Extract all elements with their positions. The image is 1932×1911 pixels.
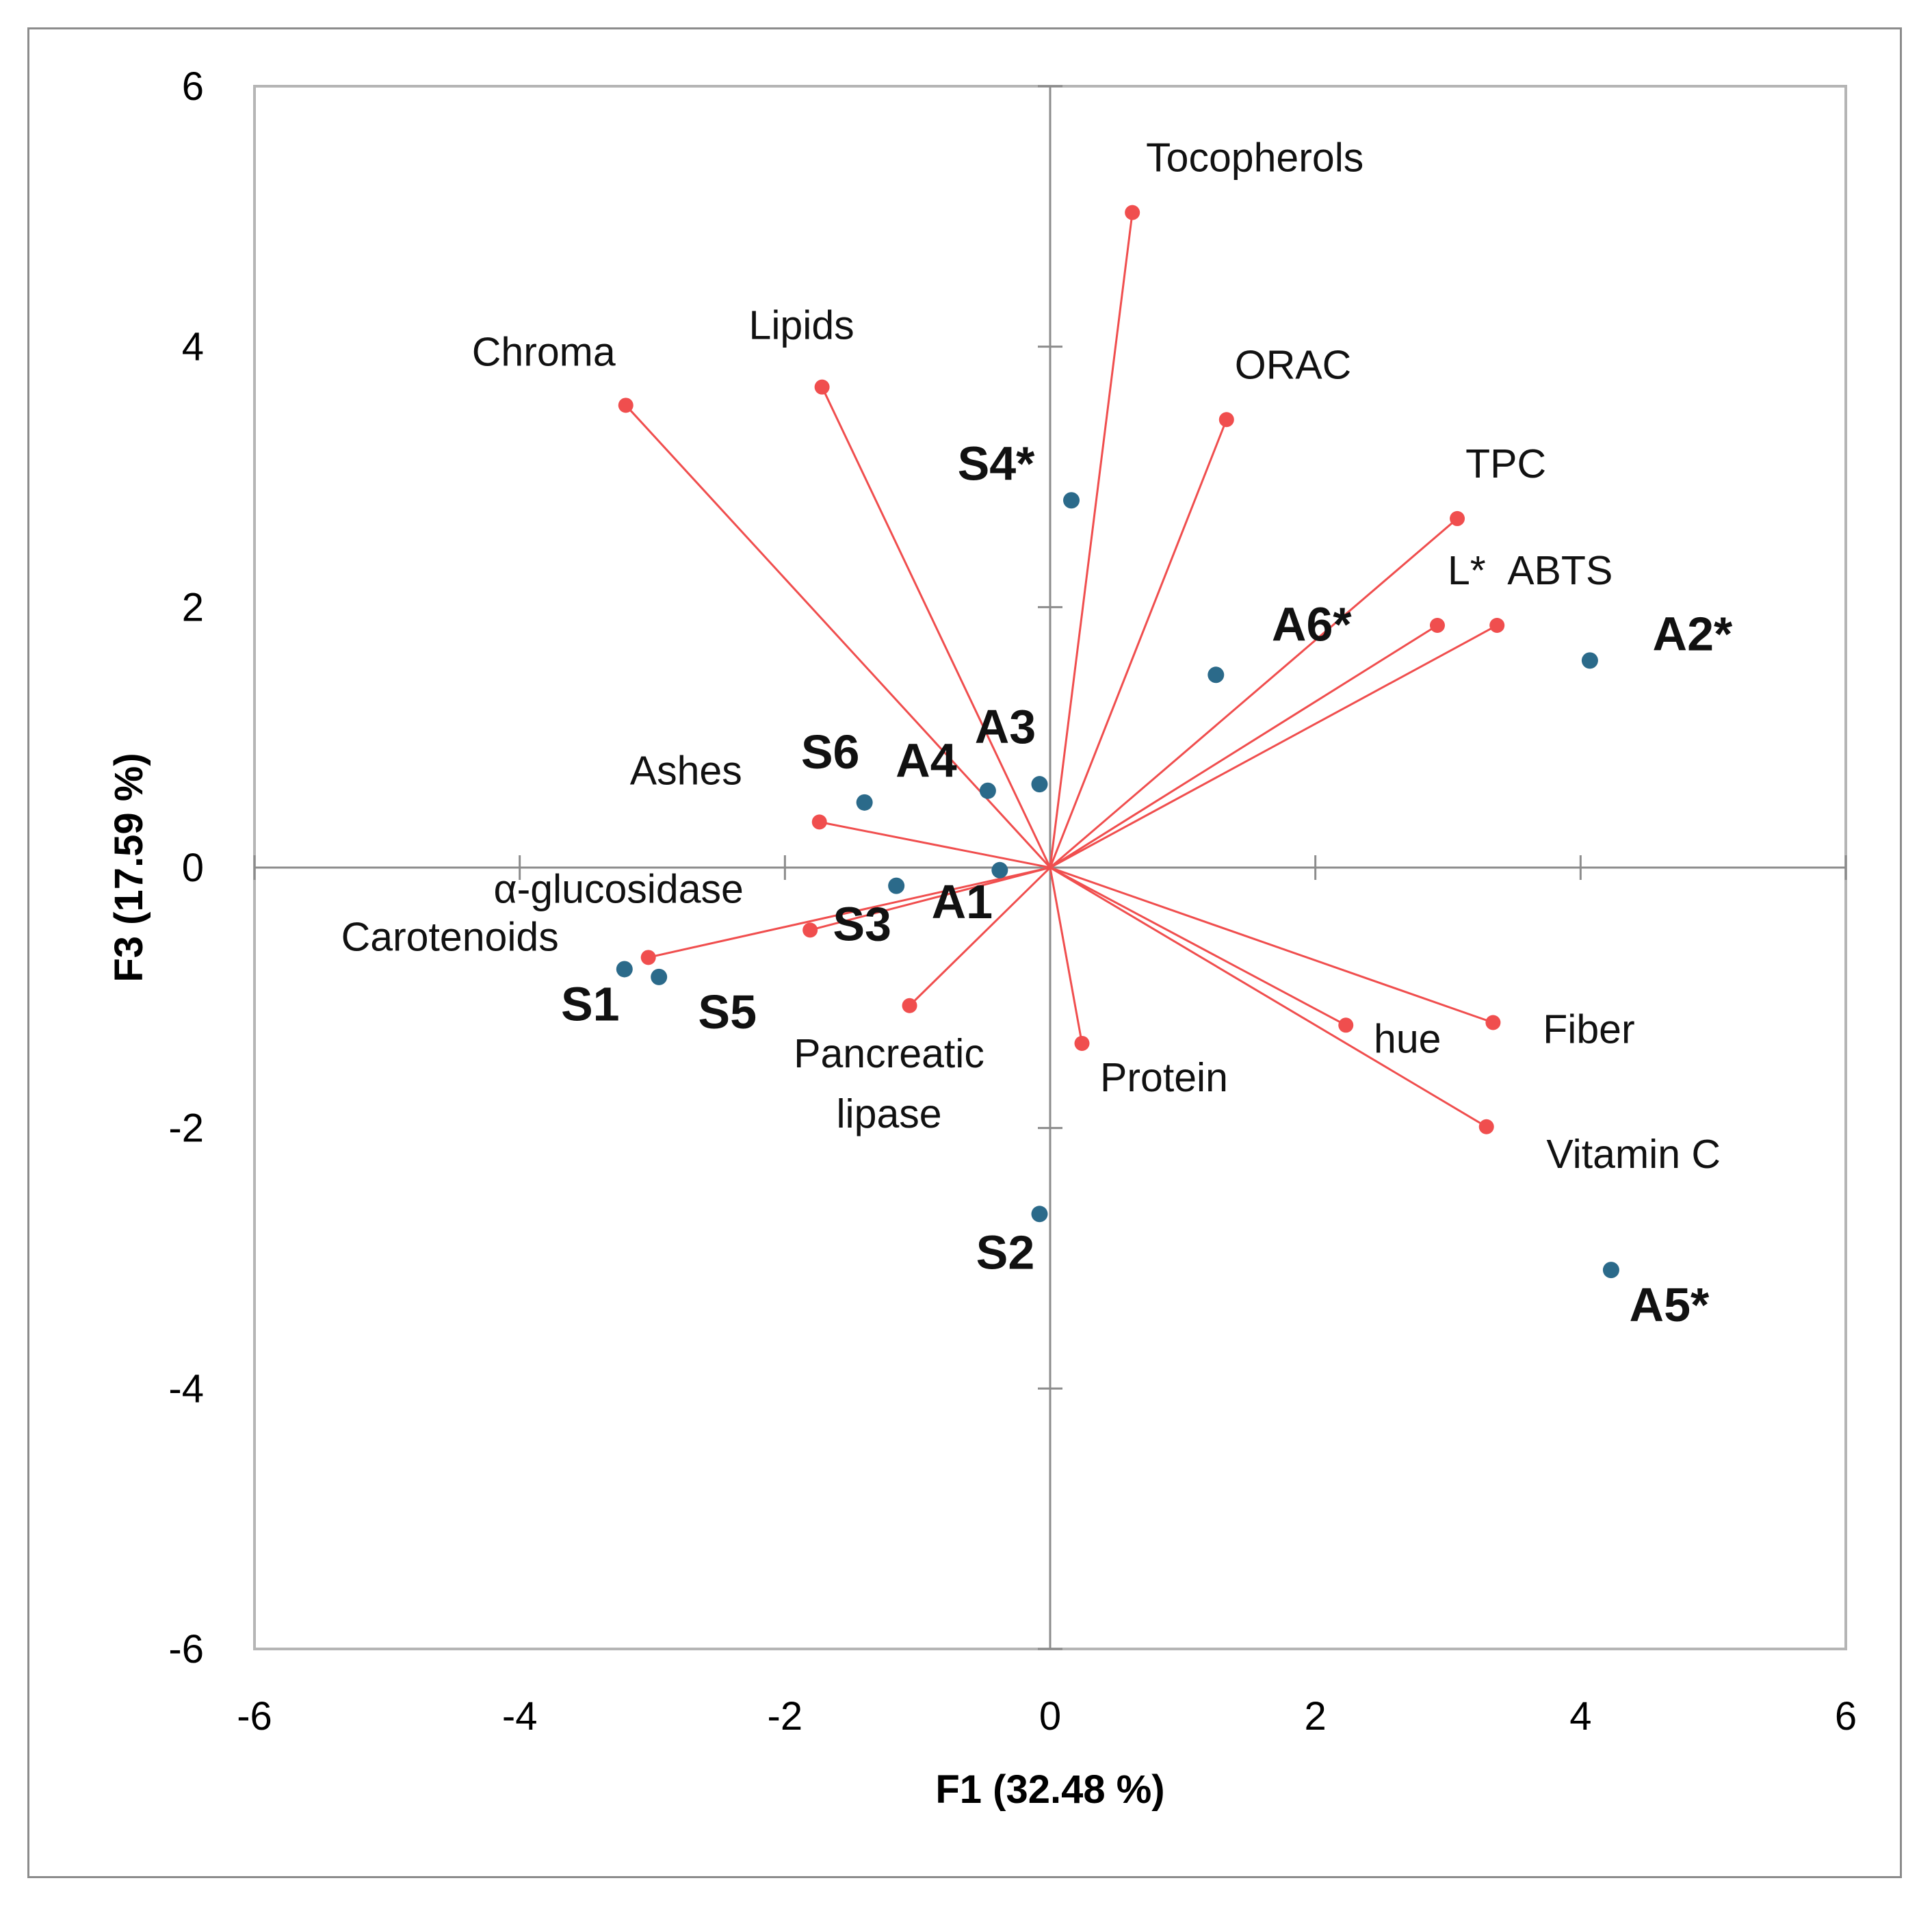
observation-label-s4star: S4*: [958, 437, 1036, 490]
variable-point-fiber: [1485, 1015, 1501, 1030]
y-tick-label: 0: [182, 846, 204, 890]
variable-label-tocopherols: Tocopherols: [1146, 135, 1363, 181]
y-tick-label: 2: [182, 585, 204, 629]
vector-pancreatic-lipase: [909, 866, 1052, 1006]
observation-point-s1: [616, 961, 633, 978]
observation-label-s2: S2: [976, 1225, 1035, 1279]
variable-label-pancreatic-lipase: Pancreatic lipase: [794, 1031, 984, 1136]
observation-point-a2star: [1581, 652, 1598, 669]
y-tick-label: 4: [182, 325, 204, 369]
observation-point-s3: [888, 877, 905, 894]
observation-point-s4star: [1063, 492, 1080, 509]
vector-lipids: [821, 387, 1052, 868]
x-tick-label: 0: [1039, 1694, 1061, 1739]
observation-label-a5star: A5*: [1630, 1278, 1710, 1331]
vector-carotenoids: [648, 866, 1051, 959]
x-axis-title: F1 (32.48 %): [935, 1767, 1164, 1812]
variable-point-lipids: [814, 379, 830, 395]
observation-label-a3: A3: [975, 700, 1036, 753]
x-tick-label: 2: [1305, 1694, 1327, 1739]
variable-label-fiber: Fiber: [1543, 1006, 1634, 1052]
variable-label-alpha-glucosidase: α-glucosidase: [493, 866, 743, 911]
observation-label-a1: A1: [932, 875, 993, 928]
observation-label-a4: A4: [896, 734, 957, 788]
figure-frame: [27, 27, 1902, 1878]
observation-point-a4: [979, 782, 996, 799]
observation-label-s6: S6: [801, 725, 860, 779]
observation-point-a1: [991, 861, 1008, 879]
y-tick-label: -6: [168, 1627, 204, 1672]
variable-point-pancreatic-lipase: [902, 998, 917, 1013]
variable-label-lipids: Lipids: [749, 303, 854, 348]
variable-point-carotenoids: [640, 950, 656, 965]
variable-point-orac: [1218, 412, 1234, 428]
y-axis-title: F3 (17.59 %): [107, 753, 151, 982]
vector-abts: [1049, 624, 1498, 869]
variable-point-ashes: [811, 814, 827, 830]
variable-point-abts: [1489, 617, 1505, 633]
variable-label-carotenoids: Carotenoids: [341, 914, 559, 959]
y-tick-label: 6: [182, 64, 204, 109]
y-tick-label: -4: [168, 1366, 204, 1411]
variable-label-lstar: L*: [1448, 548, 1486, 593]
variable-label-tpc: TPC: [1465, 441, 1546, 486]
x-tick-label: 6: [1835, 1694, 1857, 1739]
variable-point-vitamin-c: [1478, 1119, 1494, 1134]
variable-label-protein: Protein: [1100, 1055, 1228, 1100]
variable-point-alpha-glucosidase: [802, 922, 818, 938]
x-tick-label: -6: [237, 1694, 272, 1739]
variable-point-lstar: [1429, 617, 1445, 633]
observation-label-s1: S1: [561, 977, 620, 1030]
vector-fiber: [1049, 866, 1493, 1024]
observation-point-a5star: [1602, 1262, 1619, 1279]
x-tick-label: -2: [768, 1694, 803, 1739]
observation-point-a3: [1031, 776, 1048, 793]
observation-label-s5: S5: [698, 985, 757, 1039]
observation-label-a2star: A2*: [1653, 607, 1733, 660]
variable-point-tocopherols: [1125, 205, 1140, 220]
vector-chroma: [625, 404, 1052, 869]
observation-point-a6star: [1208, 666, 1225, 684]
variable-point-protein: [1074, 1035, 1090, 1051]
vector-lstar: [1049, 624, 1438, 869]
vector-protein: [1049, 867, 1083, 1044]
variable-point-hue: [1338, 1017, 1354, 1033]
vector-tpc: [1049, 517, 1459, 869]
observation-label-a6star: A6*: [1272, 597, 1352, 651]
observation-point-s6: [856, 794, 873, 811]
variable-point-chroma: [618, 398, 634, 413]
variable-label-ashes: Ashes: [630, 748, 742, 793]
vector-hue: [1049, 866, 1346, 1026]
vector-tocopherols: [1049, 212, 1134, 868]
vector-ashes: [819, 820, 1051, 869]
variable-label-abts: ABTS: [1507, 548, 1613, 593]
vector-vitamin-c: [1049, 866, 1487, 1128]
variable-label-vitamin-c: Vitamin C: [1546, 1132, 1721, 1177]
observation-label-s3: S3: [833, 898, 891, 951]
x-tick-label: 4: [1569, 1694, 1591, 1739]
vector-alpha-glucosidase: [809, 866, 1051, 931]
variable-label-chroma: Chroma: [472, 329, 616, 374]
x-tick-label: -4: [502, 1694, 538, 1739]
vector-orac: [1049, 419, 1228, 868]
observation-point-s5: [651, 968, 668, 985]
variable-label-orac: ORAC: [1235, 342, 1351, 387]
y-tick-label: -2: [168, 1106, 204, 1151]
variable-label-hue: hue: [1374, 1016, 1441, 1061]
variable-point-tpc: [1450, 510, 1465, 526]
observation-point-s2: [1031, 1206, 1048, 1223]
